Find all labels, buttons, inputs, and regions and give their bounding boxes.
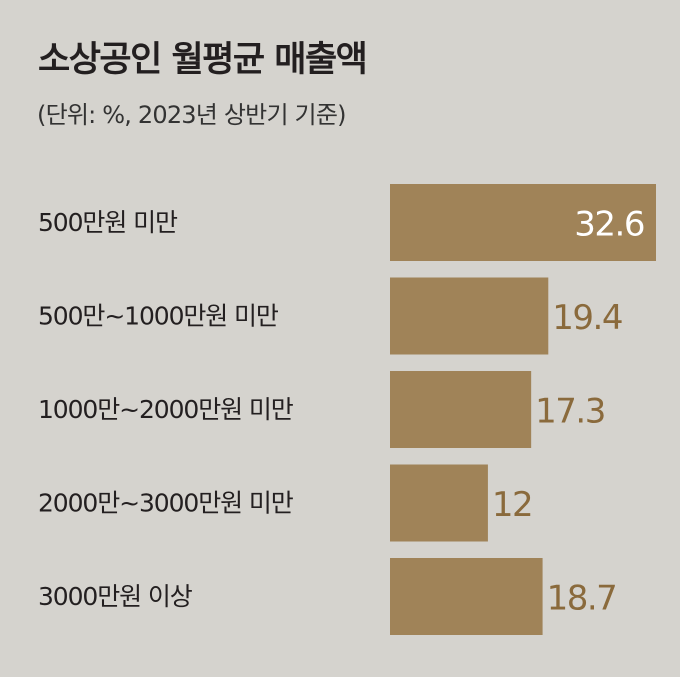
chart-subtitle: (단위: %, 2023년 상반기 기준) [37,101,346,129]
category-label: 500만~1000만원 미만 [38,302,279,331]
bar [390,277,549,355]
value-label: 19.4 [552,298,622,338]
category-label: 1000만~2000만원 미만 [38,395,294,424]
chart-title: 소상공인 월평균 매출액 [38,40,368,80]
value-label: 32.6 [574,205,644,245]
category-label: 3000만원 이상 [38,582,193,611]
bar [390,184,656,261]
category-label: 2000만~3000만원 미만 [38,489,294,518]
bar [390,371,532,448]
value-label: 18.7 [547,579,617,619]
category-label: 500만원 미만 [38,208,178,237]
value-label: 12 [492,485,532,525]
bar [390,558,543,635]
value-label: 17.3 [535,392,605,432]
bar [390,464,488,542]
